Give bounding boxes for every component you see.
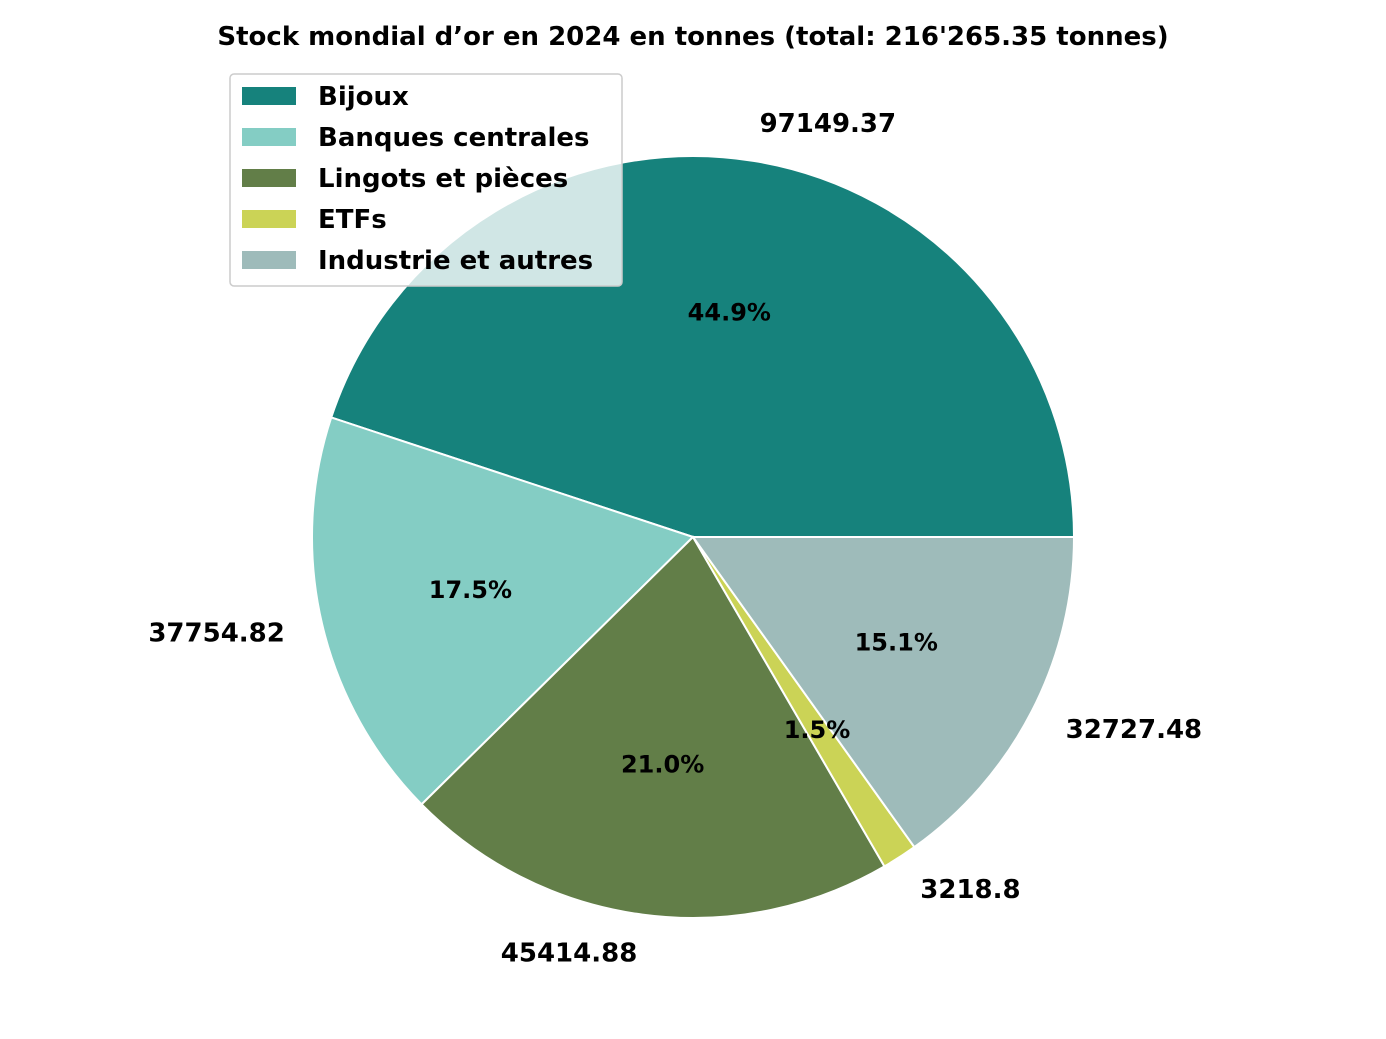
legend-swatch <box>242 87 296 105</box>
percent-labels: 44.9% 17.5% 21.0% 1.5% 15.1% <box>429 298 938 778</box>
percent-label: 17.5% <box>429 576 512 604</box>
legend-entry: ETFs <box>318 205 387 235</box>
percent-label: 21.0% <box>621 751 704 779</box>
legend-swatch <box>242 210 296 228</box>
percent-label: 15.1% <box>855 629 938 657</box>
pie-slice-1 <box>311 416 695 806</box>
value-label: 45414.88 <box>501 938 638 968</box>
percent-label: 44.9% <box>688 298 771 326</box>
legend-entry: Industrie et autres <box>318 246 593 276</box>
pie-slice-4 <box>691 536 1076 849</box>
pie-slice-2 <box>420 535 886 919</box>
percent-label: 1.5% <box>784 716 851 744</box>
legend-swatch <box>242 251 296 269</box>
chart-title: Stock mondial d’or en 2024 en tonnes (to… <box>217 22 1168 52</box>
value-label: 97149.37 <box>760 109 897 139</box>
legend-swatch <box>242 128 296 146</box>
legend-entry: Lingots et pièces <box>318 164 568 194</box>
legend-entry: Banques centrales <box>318 123 590 153</box>
value-label: 37754.82 <box>148 618 285 648</box>
legend-entry: Bijoux <box>318 82 409 112</box>
value-label: 32727.48 <box>1066 715 1203 745</box>
legend-frame <box>229 73 623 287</box>
legend-swatch <box>242 169 296 187</box>
value-labels: 97149.37 37754.82 45414.88 3218.8 32727.48 <box>148 109 1202 968</box>
value-label: 3218.8 <box>920 875 1020 905</box>
legend: Bijoux Banques centrales Lingots et pièces… <box>229 73 623 287</box>
